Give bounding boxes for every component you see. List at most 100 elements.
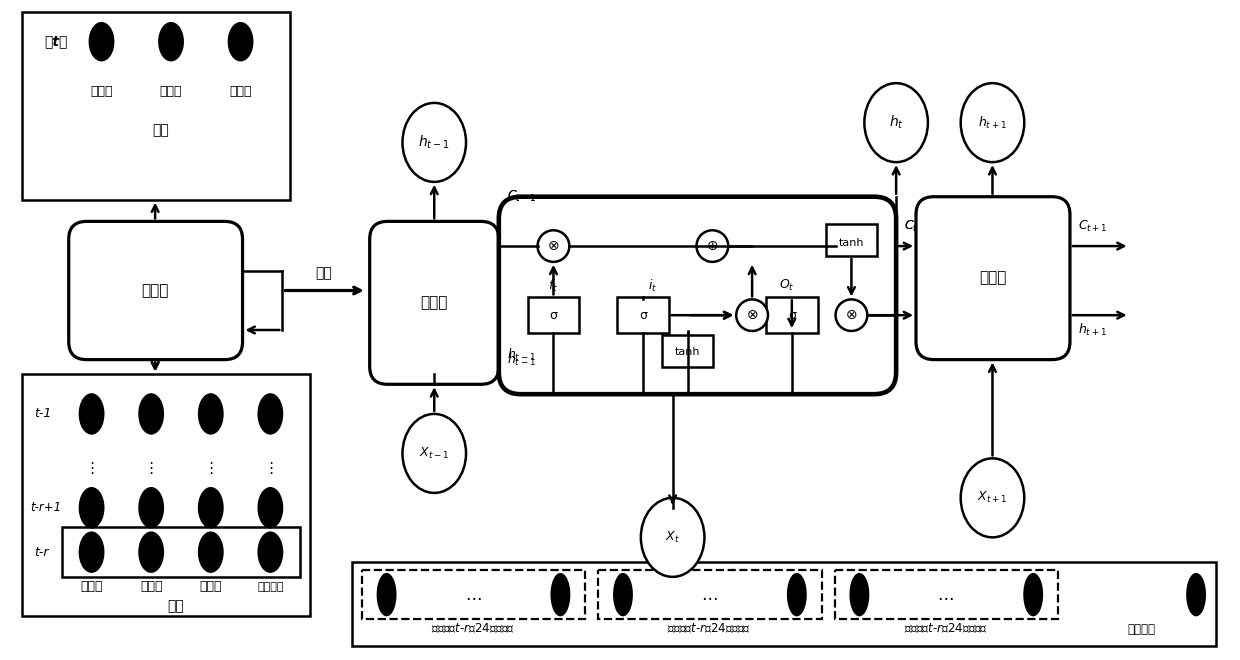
Text: t-r+1: t-r+1: [30, 501, 61, 514]
Circle shape: [538, 230, 569, 262]
Bar: [826, 224, 877, 256]
Ellipse shape: [864, 83, 928, 162]
Ellipse shape: [403, 414, 466, 493]
Text: $O_t$: $O_t$: [779, 278, 795, 293]
Text: …: …: [701, 585, 718, 604]
Text: $X_{t-1}$: $X_{t-1}$: [419, 446, 449, 461]
Text: 输入: 输入: [167, 599, 185, 613]
Text: 隐藏层: 隐藏层: [978, 270, 1006, 285]
Bar: [362, 570, 585, 619]
Ellipse shape: [641, 498, 704, 577]
Text: ⊗: ⊗: [548, 239, 559, 253]
Circle shape: [697, 230, 728, 262]
Bar: [22, 374, 310, 616]
FancyBboxPatch shape: [370, 221, 498, 384]
Text: $h_{t-1}$: $h_{t-1}$: [507, 346, 536, 363]
Ellipse shape: [961, 458, 1024, 537]
Text: σ: σ: [549, 309, 558, 321]
Text: $C_t$: $C_t$: [904, 218, 919, 234]
Text: ⊗: ⊗: [746, 308, 758, 322]
Text: 电负荷: 电负荷: [229, 84, 252, 98]
Text: 隐藏层: 隐藏层: [141, 283, 169, 298]
Bar: [22, 12, 290, 200]
Text: t-1: t-1: [33, 407, 51, 420]
Text: $X_{t+1}$: $X_{t+1}$: [977, 490, 1007, 506]
Circle shape: [737, 300, 768, 331]
Bar: [766, 298, 817, 333]
Ellipse shape: [159, 22, 184, 61]
FancyBboxPatch shape: [68, 221, 243, 360]
Text: 日期类型: 日期类型: [1127, 622, 1156, 636]
Bar: [598, 570, 822, 619]
Text: $h_{t+1}$: $h_{t+1}$: [1078, 322, 1107, 338]
Ellipse shape: [198, 487, 223, 529]
Text: 第t天: 第t天: [43, 35, 67, 49]
FancyBboxPatch shape: [498, 197, 897, 394]
Text: 输出: 输出: [153, 123, 170, 137]
Ellipse shape: [787, 573, 807, 616]
Ellipse shape: [138, 487, 164, 529]
Text: tanh: tanh: [838, 238, 864, 248]
Ellipse shape: [961, 83, 1024, 162]
Bar: [62, 527, 300, 577]
Ellipse shape: [1187, 573, 1207, 616]
Bar: [662, 335, 713, 366]
Bar: [835, 570, 1058, 619]
Ellipse shape: [258, 487, 283, 529]
Text: 热负荷第$t$-$r$天24时点数据: 热负荷第$t$-$r$天24时点数据: [667, 622, 751, 636]
Bar: [618, 298, 668, 333]
Bar: [352, 562, 1216, 646]
Text: $C_{t-1}$: $C_{t-1}$: [507, 189, 537, 204]
Text: 电负荷第$t$-$r$天24时点数据: 电负荷第$t$-$r$天24时点数据: [904, 622, 988, 636]
Text: $C_t$: $C_t$: [904, 218, 919, 234]
Ellipse shape: [78, 487, 104, 529]
Text: 热负荷: 热负荷: [160, 84, 182, 98]
Text: $h_{t-1}$: $h_{t-1}$: [418, 134, 450, 151]
Ellipse shape: [198, 531, 223, 573]
Ellipse shape: [258, 531, 283, 573]
Text: …: …: [465, 585, 481, 604]
Ellipse shape: [88, 22, 114, 61]
Ellipse shape: [138, 531, 164, 573]
Text: $h_t$: $h_t$: [889, 114, 904, 131]
Text: $X_t$: $X_t$: [665, 530, 680, 545]
Text: ⋮: ⋮: [144, 461, 159, 476]
FancyBboxPatch shape: [916, 197, 1070, 360]
Ellipse shape: [78, 393, 104, 435]
Text: $h_{t-1}$: $h_{t-1}$: [507, 352, 536, 368]
Text: ⋮: ⋮: [263, 461, 278, 476]
Bar: [528, 298, 579, 333]
Text: …: …: [937, 585, 954, 604]
Text: $C_{t-1}$: $C_{t-1}$: [507, 189, 537, 204]
Text: 展开: 展开: [316, 266, 332, 280]
Ellipse shape: [403, 103, 466, 182]
Text: $f_t$: $f_t$: [548, 277, 558, 294]
Text: 日期类型: 日期类型: [257, 581, 284, 592]
Text: ⋮: ⋮: [203, 461, 218, 476]
Ellipse shape: [138, 393, 164, 435]
Text: 冷负荷: 冷负荷: [91, 84, 113, 98]
Text: 热负荷: 热负荷: [140, 580, 162, 593]
Ellipse shape: [228, 22, 253, 61]
Text: ⊕: ⊕: [707, 239, 718, 253]
Text: 电负荷: 电负荷: [200, 580, 222, 593]
Text: ⊗: ⊗: [846, 308, 857, 322]
Ellipse shape: [198, 393, 223, 435]
Ellipse shape: [551, 573, 570, 616]
Ellipse shape: [258, 393, 283, 435]
Text: σ: σ: [639, 309, 647, 321]
Ellipse shape: [613, 573, 632, 616]
Circle shape: [836, 300, 867, 331]
Text: 冷负荷: 冷负荷: [81, 580, 103, 593]
Ellipse shape: [78, 531, 104, 573]
Text: t-r: t-r: [33, 546, 48, 558]
Text: $C_{t+1}$: $C_{t+1}$: [1078, 218, 1107, 234]
Text: 冷负荷第$t$-$r$天24时点数据: 冷负荷第$t$-$r$天24时点数据: [432, 622, 515, 636]
Text: 隐藏层: 隐藏层: [420, 295, 448, 310]
Ellipse shape: [1023, 573, 1043, 616]
Ellipse shape: [849, 573, 869, 616]
Text: ⋮: ⋮: [84, 461, 99, 476]
Text: tanh: tanh: [675, 346, 701, 356]
Text: $i_t$: $i_t$: [649, 277, 657, 294]
Text: σ: σ: [787, 309, 796, 321]
